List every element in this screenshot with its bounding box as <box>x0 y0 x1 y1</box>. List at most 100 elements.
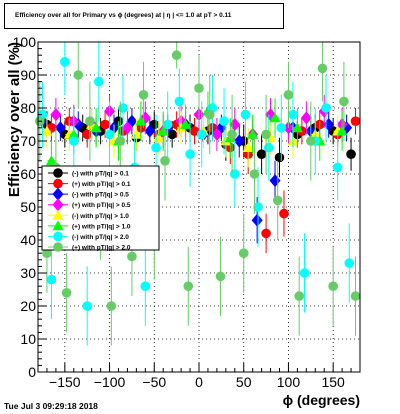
data-point <box>54 121 66 135</box>
data-point <box>291 122 303 133</box>
series-8 <box>34 42 361 346</box>
data-point <box>185 149 195 159</box>
data-point <box>294 291 304 301</box>
data-point <box>227 129 237 140</box>
data-point <box>272 195 283 206</box>
legend-marker <box>52 209 64 220</box>
chart-title-box: Efficiency over all for Primary vs ϕ (de… <box>4 3 284 29</box>
x-axis-label: ϕ (degrees) <box>283 392 360 408</box>
data-point <box>211 127 223 141</box>
data-point <box>100 119 110 130</box>
data-point <box>240 109 251 120</box>
legend-label: (+) with pT/|q| > 1.0 <box>72 223 131 230</box>
data-point <box>215 271 226 282</box>
data-point <box>82 129 92 140</box>
y-tick-label: 20 <box>20 298 36 314</box>
data-point <box>50 108 62 122</box>
data-point <box>151 142 161 153</box>
data-point <box>350 291 361 301</box>
y-tick-label: 0 <box>28 364 36 380</box>
data-point <box>121 121 133 135</box>
legend-label: (-) with pT/|q| > 0.1 <box>72 171 129 178</box>
data-point <box>261 129 271 140</box>
data-point <box>90 122 102 133</box>
y-tick-label: 100 <box>13 34 37 50</box>
legend-marker <box>53 178 63 189</box>
y-tick-label: 70 <box>20 133 36 149</box>
legend-label: (+) with pT/|q| > 0.5 <box>72 202 131 209</box>
data-point <box>160 156 170 166</box>
data-point <box>336 125 348 136</box>
data-point <box>46 274 57 285</box>
data-point <box>238 248 249 258</box>
data-point <box>269 112 281 123</box>
series-7 <box>37 42 355 346</box>
chart-title: Efficiency over all for Primary vs ϕ (de… <box>15 12 232 19</box>
data-point <box>346 149 356 159</box>
data-point <box>149 119 160 130</box>
x-tick-label: 0 <box>195 374 203 390</box>
data-point <box>45 155 57 166</box>
data-point <box>233 134 245 148</box>
data-point <box>339 96 349 107</box>
y-tick-label: 80 <box>20 100 36 116</box>
y-tick-label: 60 <box>20 166 36 182</box>
legend-label: (-) with pT/|q| > 2.0 <box>72 234 129 241</box>
data-point <box>265 132 277 143</box>
data-point <box>288 109 298 120</box>
y-tick-label: 90 <box>20 67 36 83</box>
x-tick-label: −150 <box>49 374 81 390</box>
series-layer <box>34 42 361 346</box>
data-point <box>332 162 343 173</box>
data-point <box>219 116 229 126</box>
data-point <box>85 116 95 126</box>
datestamp: Tue Jul 3 09:29:18 2018 <box>4 401 98 411</box>
legend-label: (-) with pT/|q| > 1.0 <box>72 213 129 220</box>
data-point <box>344 258 355 268</box>
data-point <box>82 301 92 311</box>
data-point <box>42 248 52 258</box>
legend-marker <box>53 168 63 178</box>
x-tick-label: 50 <box>236 374 252 390</box>
x-tick-label: 150 <box>321 374 345 390</box>
data-point <box>274 152 285 163</box>
data-point <box>127 251 137 262</box>
data-point <box>115 136 126 146</box>
data-point <box>189 126 200 136</box>
legend: (-) with pT/|q| > 0.1 (+) with pT/|q| > 0… <box>41 165 160 252</box>
data-point <box>300 111 312 125</box>
data-point <box>94 76 104 87</box>
data-point <box>140 281 151 292</box>
legend-marker <box>52 220 64 231</box>
data-point <box>60 57 70 67</box>
data-point <box>167 129 177 140</box>
data-point <box>204 109 215 120</box>
x-tick-label: −100 <box>94 374 126 390</box>
x-tick-label: −50 <box>142 374 166 390</box>
data-point <box>276 123 287 133</box>
data-point <box>106 301 117 311</box>
data-point <box>328 281 338 292</box>
data-point <box>180 119 192 129</box>
data-point <box>242 142 254 152</box>
data-point <box>229 118 241 131</box>
data-point <box>251 213 263 227</box>
data-point <box>104 129 115 140</box>
data-point <box>321 103 331 113</box>
data-point <box>61 288 72 298</box>
data-point <box>247 128 259 139</box>
data-point <box>253 202 263 212</box>
data-point <box>256 149 267 159</box>
data-point <box>162 119 173 130</box>
data-point <box>283 90 294 100</box>
legend-marker <box>52 187 64 201</box>
data-point <box>269 174 281 188</box>
legend-marker <box>53 231 63 242</box>
legend-label: (+) with pT/|q| > 0.1 <box>72 181 131 188</box>
data-point <box>183 281 194 292</box>
data-point <box>144 124 156 138</box>
data-point <box>68 136 79 146</box>
data-point <box>279 208 289 219</box>
data-point <box>130 128 142 139</box>
